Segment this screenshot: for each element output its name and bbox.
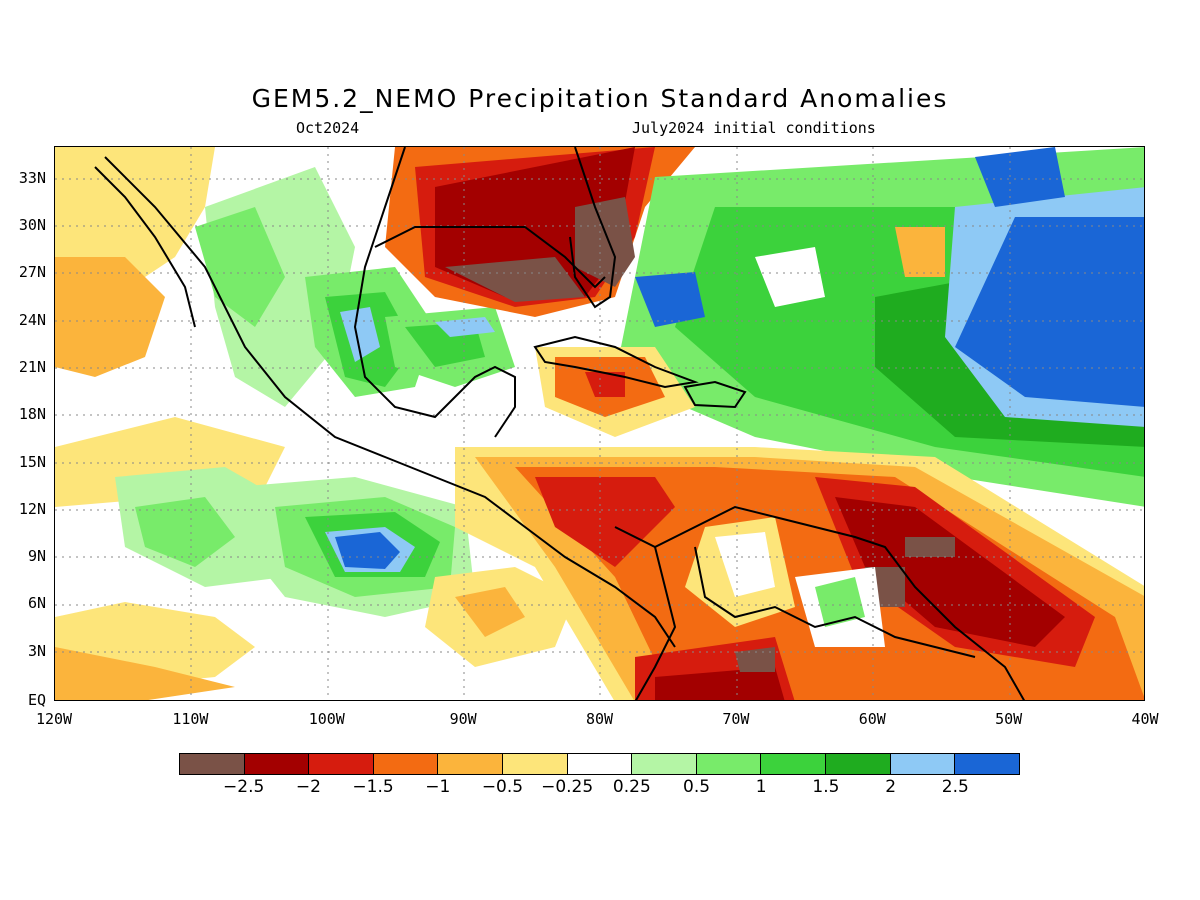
legend-label: −1.5: [352, 777, 394, 797]
legend-swatch: [567, 754, 633, 774]
legend-label: −2: [295, 777, 321, 797]
legend-label: 2.5: [941, 777, 969, 797]
legend-label: 0.5: [683, 777, 711, 797]
longitude-label: 60W: [858, 710, 886, 728]
latitude-label: 3N: [27, 642, 46, 660]
coastline-cuba: [533, 335, 699, 389]
legend-swatch: [438, 754, 504, 774]
legend-swatch: [632, 754, 697, 774]
anomaly-area: [895, 227, 945, 277]
initial-conditions: July2024 initial conditions: [632, 119, 876, 137]
longitude-label: 50W: [995, 710, 1023, 728]
legend-label: −0.5: [481, 777, 524, 797]
longitude-label: 90W: [449, 710, 477, 728]
anomaly-area: [445, 257, 585, 302]
anomaly-area: [755, 247, 825, 307]
anomaly-area: [905, 537, 955, 557]
latitude-label: 6N: [27, 594, 46, 612]
anomaly-field: [55, 147, 1144, 700]
anomaly-area: [535, 477, 675, 567]
anomaly-area: [335, 532, 400, 569]
legend-swatch: [503, 754, 568, 774]
latitude-label: 12N: [18, 500, 46, 518]
legend-label: 1: [755, 777, 767, 797]
legend-swatch: [696, 754, 762, 774]
legend-label: −1: [425, 777, 451, 797]
longitude-label: 80W: [585, 710, 614, 728]
anomaly-area: [655, 667, 785, 700]
anomaly-area: [195, 207, 285, 327]
longitude-label: 100W: [308, 710, 345, 728]
latitude-label: 27N: [18, 263, 46, 281]
anomaly-area: [575, 197, 635, 287]
coastline-south-america-north: [614, 505, 1026, 700]
legend-swatch: [955, 754, 1019, 774]
legend-swatch: [373, 754, 439, 774]
latitude-label: 30N: [18, 216, 46, 234]
border-south-america: [694, 546, 976, 658]
coastline-mexico-pacific: [104, 156, 676, 648]
map-plot-area: [54, 146, 1145, 701]
anomaly-area: [585, 372, 625, 397]
coastline-gulf-mexico: [353, 147, 516, 438]
latitude-label: 9N: [27, 547, 46, 565]
anomaly-area: [55, 647, 235, 700]
legend-swatch: [244, 754, 310, 774]
coastline-florida: [569, 147, 617, 309]
legend-swatch: [890, 754, 956, 774]
anomaly-area: [735, 647, 775, 672]
coastlines: [94, 147, 1026, 700]
legend-swatch: [761, 754, 827, 774]
color-legend: [179, 753, 1020, 775]
anomaly-area: [715, 532, 775, 597]
legend-label: 1.5: [812, 777, 840, 797]
graticule: [55, 147, 1144, 700]
anomaly-area: [635, 272, 705, 327]
anomaly-area: [435, 317, 495, 337]
latitude-label: 18N: [18, 405, 46, 423]
legend-label: 2: [885, 777, 897, 797]
forecast-month: Oct2024: [296, 119, 360, 137]
legend-label: −2.5: [223, 777, 265, 797]
legend-label: −0.25: [541, 777, 594, 797]
anomaly-area: [455, 587, 525, 637]
legend-label: 0.25: [612, 777, 651, 797]
latitude-label: 15N: [18, 453, 46, 471]
latitude-label: EQ: [27, 691, 46, 709]
coastline-us-gulf: [374, 226, 606, 289]
legend-swatch: [180, 754, 245, 774]
coastline-hispaniola: [683, 380, 747, 409]
longitude-label: 40W: [1131, 710, 1159, 728]
longitude-label: 110W: [172, 710, 209, 728]
anomaly-map: [55, 147, 1144, 700]
legend-swatch: [309, 754, 374, 774]
longitude-label: 70W: [722, 710, 750, 728]
coastline-baja: [94, 166, 196, 328]
anomaly-area: [815, 577, 865, 627]
coastline-colombia: [634, 546, 677, 700]
latitude-label: 24N: [18, 311, 46, 329]
anomaly-area: [135, 497, 235, 567]
longitude-label: 120W: [35, 710, 73, 728]
anomaly-area: [975, 147, 1065, 207]
legend-swatch: [826, 754, 891, 774]
latitude-label: 33N: [18, 169, 46, 187]
anomaly-area: [835, 497, 1065, 647]
anomaly-area: [955, 217, 1144, 407]
anomaly-area: [55, 257, 165, 377]
map-title: GEM5.2_NEMO Precipitation Standard Anoma…: [251, 84, 949, 113]
latitude-label: 21N: [18, 358, 46, 376]
